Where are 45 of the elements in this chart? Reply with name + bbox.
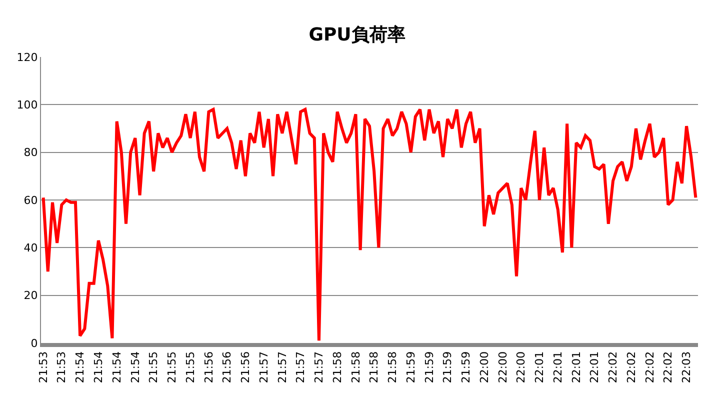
y-tick-label: 120: [16, 50, 38, 64]
x-tick-label: 22:00: [514, 351, 528, 384]
x-tick-label: 21:53: [55, 351, 68, 384]
x-tick-label: 21:58: [349, 351, 362, 384]
x-tick-label: 22:00: [478, 351, 491, 384]
x-tick-label: 21:54: [128, 351, 142, 384]
x-tick-label: 21:59: [404, 351, 418, 384]
x-tick-label: 22:02: [662, 351, 675, 384]
x-tick-label: 22:02: [606, 351, 620, 384]
x-tick-label: 21:57: [257, 351, 270, 384]
y-tick-label: 60: [24, 194, 38, 207]
x-tick-label: 21:53: [36, 351, 50, 384]
x-tick-label: 21:57: [294, 351, 308, 384]
x-tick-label: 22:00: [496, 351, 510, 384]
x-tick-label: 21:54: [74, 351, 87, 384]
x-tick-label: 21:59: [441, 351, 454, 384]
x-tick-label: 21:55: [166, 351, 179, 384]
x-tick-label: 21:57: [276, 351, 289, 384]
line-series: [42, 108, 698, 342]
y-tick-label: 100: [16, 98, 38, 112]
x-tick-label: 21:57: [312, 351, 326, 384]
y-tick-label: 40: [24, 242, 38, 255]
y-tick-label: 0: [30, 336, 38, 350]
x-tick-label: 22:01: [551, 351, 564, 384]
x-tick-label: 21:54: [92, 351, 106, 384]
x-tick-label: 21:55: [184, 351, 197, 384]
x-tick-label: 22:01: [533, 351, 546, 384]
y-tick-label: 80: [24, 146, 38, 160]
y-tick-label: 20: [24, 289, 38, 302]
x-tick-label: 21:58: [368, 351, 381, 384]
x-tick-label: 21:58: [330, 351, 344, 384]
x-tick-label: 21:59: [460, 351, 473, 384]
x-tick-label: 21:58: [386, 351, 400, 384]
x-tick-label: 21:55: [147, 351, 160, 384]
x-tick-label: 21:54: [110, 351, 124, 384]
x-tick-label: 21:56: [202, 351, 216, 384]
x-tick-label: 22:02: [643, 351, 656, 384]
x-tick-label: 22:02: [624, 351, 638, 384]
x-tick-label: 21:56: [239, 351, 252, 384]
chart-title: GPU負荷率: [308, 24, 406, 46]
x-tick-label: 22:01: [570, 351, 583, 384]
x-tick-label: 22:03: [680, 351, 694, 384]
x-tick-label: 21:56: [220, 351, 234, 384]
x-tick-label: 21:59: [422, 351, 436, 384]
x-tick-label: 22:01: [588, 351, 602, 384]
